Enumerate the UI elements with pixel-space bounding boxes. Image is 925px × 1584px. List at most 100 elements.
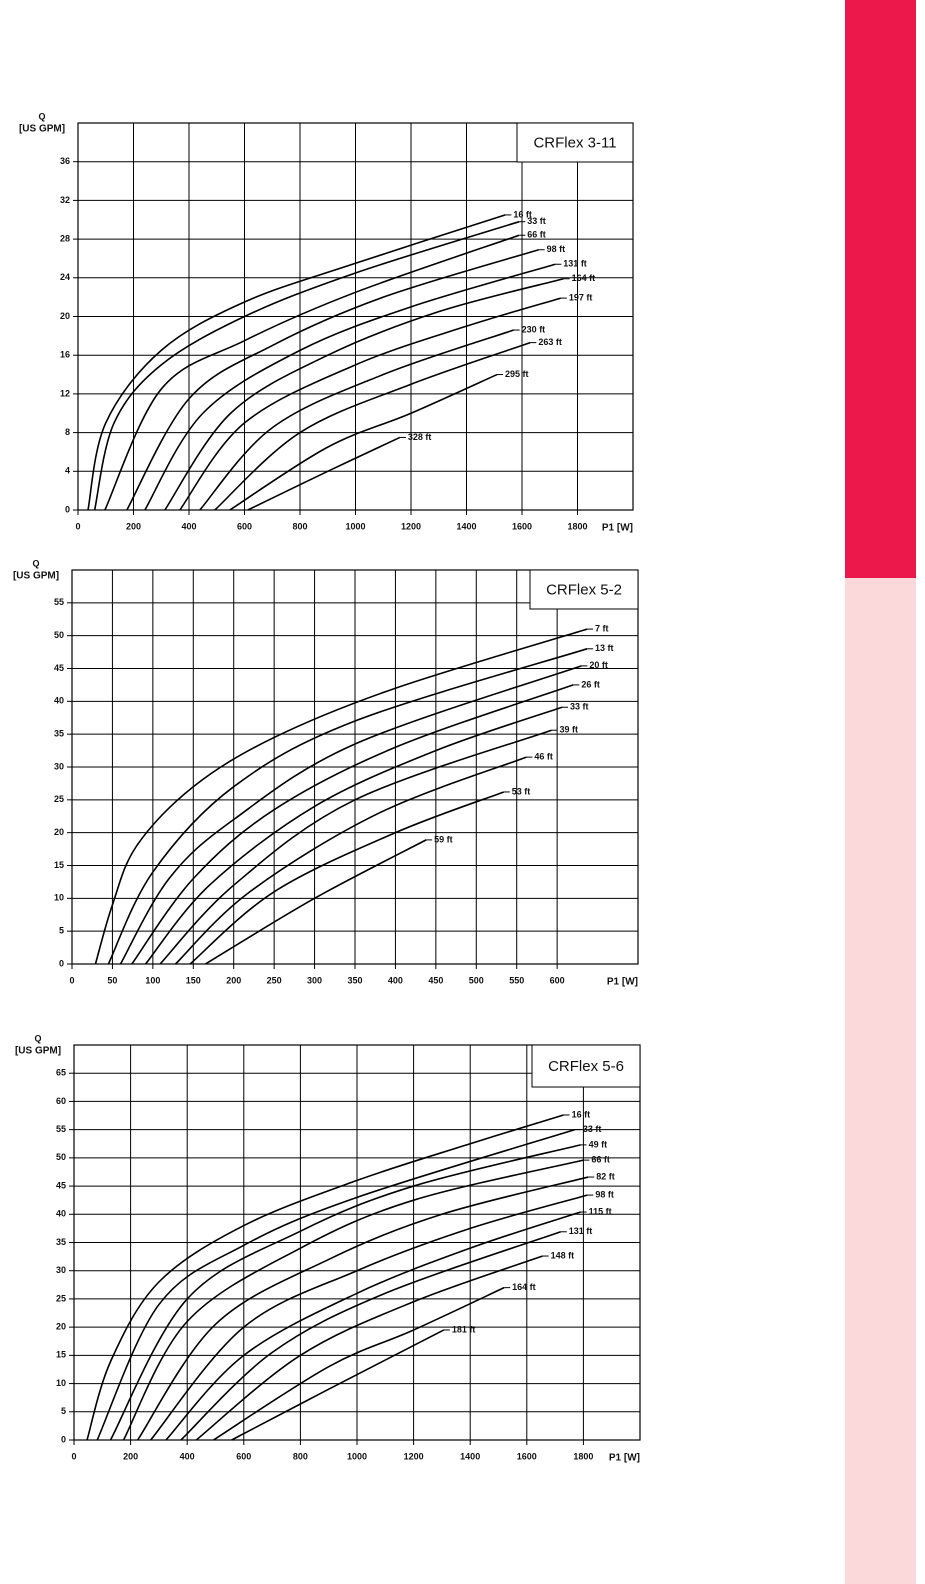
x-tick-label: 1800 [567, 521, 587, 531]
y-tick-label: 30 [56, 1265, 66, 1275]
x-tick-label: 150 [186, 975, 201, 985]
y-tick-label: 10 [54, 893, 64, 903]
y-tick-label: 45 [54, 663, 64, 673]
x-tick-label: 350 [347, 975, 362, 985]
curve [107, 648, 588, 965]
y-tick-label: 40 [54, 696, 64, 706]
curve-label: 263 ft [538, 337, 562, 347]
x-tick-label: 1200 [404, 1451, 424, 1461]
y-tick-label: 20 [56, 1322, 66, 1332]
x-tick-label: 450 [428, 975, 443, 985]
x-tick-label: 500 [469, 975, 484, 985]
y-tick-label: 50 [56, 1152, 66, 1162]
plot-frame [71, 569, 639, 965]
title-box [529, 569, 639, 610]
x-tick-label: 800 [293, 1451, 308, 1461]
curve [195, 1255, 543, 1441]
x-tick-label: 1400 [456, 521, 476, 531]
curve [189, 791, 505, 965]
y-tick-label: 15 [54, 860, 64, 870]
curve-label: 98 ft [547, 244, 566, 254]
curve [199, 329, 514, 511]
y-axis-label: Q [38, 111, 45, 121]
y-axis-label: Q [32, 558, 39, 568]
curve [144, 706, 563, 965]
y-tick-label: 8 [65, 427, 70, 437]
y-tick-label: 10 [56, 1378, 66, 1388]
y-tick-label: 28 [60, 233, 70, 243]
x-tick-label: 800 [292, 521, 307, 531]
x-tick-label: 50 [107, 975, 117, 985]
y-tick-label: 15 [56, 1350, 66, 1360]
curve-label: 148 ft [551, 1250, 575, 1260]
curve-label: 7 ft [595, 623, 609, 633]
y-tick-label: 55 [56, 1124, 66, 1134]
curve-label: 13 ft [595, 643, 614, 653]
y-tick-label: 30 [54, 761, 64, 771]
x-tick-label: 600 [236, 1451, 251, 1461]
curve [104, 234, 520, 511]
x-tick-label: 300 [307, 975, 322, 985]
x-tick-label: 100 [145, 975, 160, 985]
curve-label: 197 ft [569, 292, 593, 302]
curve [213, 1286, 505, 1441]
x-tick-label: 0 [75, 521, 80, 531]
curve [164, 277, 564, 511]
x-axis-label: P1 [W] [602, 523, 633, 534]
y-tick-label: 55 [54, 597, 64, 607]
y-tick-label: 4 [65, 466, 70, 476]
y-tick-label: 40 [56, 1209, 66, 1219]
curve [231, 1329, 445, 1441]
curve-label: 39 ft [559, 725, 578, 735]
x-tick-label: 200 [123, 1451, 138, 1461]
curve [174, 756, 527, 965]
curve [180, 1231, 562, 1441]
x-tick-label: 1000 [347, 1451, 367, 1461]
y-tick-label: 32 [60, 195, 70, 205]
y-tick-label: 35 [54, 729, 64, 739]
x-axis-label: P1 [W] [607, 977, 638, 988]
curve [87, 214, 506, 511]
y-tick-label: 36 [60, 156, 70, 166]
curve-label: 20 ft [589, 660, 608, 670]
y-tick-label: 20 [60, 311, 70, 321]
y-tick-label: 20 [54, 827, 64, 837]
chart-title: CRFlex 5-6 [548, 1058, 624, 1075]
curve-label: 131 ft [563, 259, 587, 269]
curve [96, 1128, 576, 1441]
x-tick-label: 0 [69, 975, 74, 985]
curve-label: 33 ft [583, 1124, 602, 1134]
curve-label: 33 ft [570, 702, 589, 712]
x-tick-label: 250 [267, 975, 282, 985]
x-tick-label: 400 [388, 975, 403, 985]
y-tick-label: 24 [60, 272, 70, 282]
x-tick-label: 1000 [345, 521, 365, 531]
curve-label: 26 ft [581, 679, 600, 689]
curve [179, 297, 562, 511]
plot-frame [73, 1044, 641, 1441]
curve-label: 164 ft [512, 1282, 536, 1292]
x-tick-label: 1600 [517, 1451, 537, 1461]
y-tick-label: 50 [54, 630, 64, 640]
x-tick-label: 1800 [573, 1451, 593, 1461]
y-tick-label: 45 [56, 1180, 66, 1190]
title-box [531, 1044, 641, 1088]
curve [109, 1144, 581, 1441]
y-tick-label: 0 [59, 958, 64, 968]
chart-title: CRFlex 5-2 [546, 581, 622, 598]
y-axis-unit: [US GPM] [19, 124, 65, 135]
curve [159, 729, 552, 965]
x-tick-label: 1600 [512, 521, 532, 531]
curve-label: 46 ft [534, 752, 553, 762]
curve-label: 33 ft [527, 216, 546, 226]
curve-label: 164 ft [572, 273, 596, 283]
curve-label: 131 ft [569, 1226, 593, 1236]
x-tick-label: 200 [226, 975, 241, 985]
chart-title: CRFlex 3-11 [533, 134, 616, 151]
side-band-light [845, 578, 916, 1584]
title-box [516, 122, 634, 163]
curve-label: 328 ft [408, 432, 432, 442]
x-tick-label: 400 [180, 1451, 195, 1461]
y-tick-label: 16 [60, 350, 70, 360]
